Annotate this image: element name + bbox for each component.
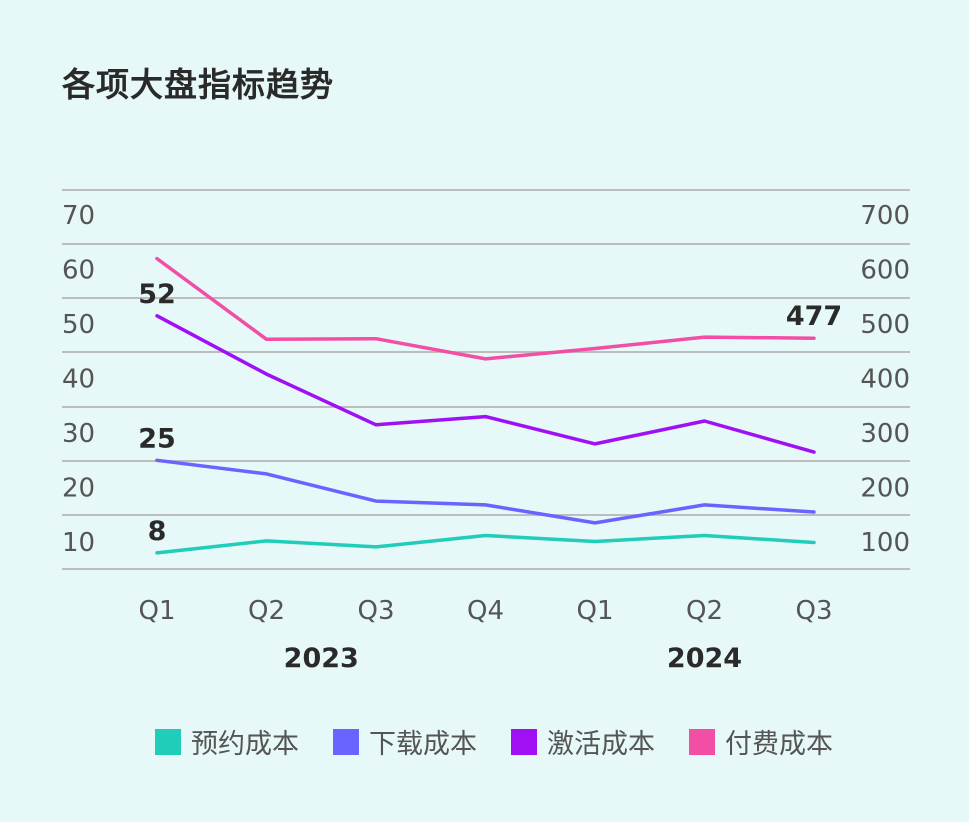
year-group-label: 2023 [284, 643, 359, 674]
left-y-axis: 70 60 50 40 30 20 10 [62, 201, 95, 558]
x-tick-label: Q3 [795, 596, 832, 626]
left-tick-label: 20 [62, 474, 95, 504]
left-tick-label: 60 [62, 256, 95, 286]
legend-item: 激活成本 [511, 722, 655, 761]
right-y-axis: 700 600 500 400 300 200 100 [860, 201, 910, 558]
left-tick-label: 10 [62, 528, 95, 558]
left-tick-label: 50 [62, 310, 95, 340]
legend-item: 下载成本 [333, 722, 477, 761]
legend-item: 付费成本 [689, 722, 833, 761]
x-tick-label: Q2 [686, 596, 723, 626]
legend-swatch [333, 728, 359, 755]
x-tick-label: Q2 [248, 596, 285, 626]
x-tick-label: Q1 [138, 596, 175, 626]
legend-label: 激活成本 [547, 729, 655, 760]
legend-swatch [689, 728, 715, 755]
x-tick-label: Q3 [357, 596, 394, 626]
year-group-label: 2024 [667, 643, 742, 674]
right-tick-label: 700 [860, 201, 910, 231]
right-tick-label: 300 [860, 419, 910, 449]
x-tick-label: Q4 [467, 596, 504, 626]
grid-lines [62, 189, 910, 570]
chart-title: 各项大盘指标趋势 [62, 65, 334, 104]
legend-label: 下载成本 [369, 729, 477, 760]
series-line [155, 533, 816, 555]
legend-item: 预约成本 [155, 722, 299, 761]
legend: 预约成本 下载成本 激活成本 付费成本 [155, 722, 833, 761]
x-tick-label: Q1 [576, 596, 613, 626]
series-line [155, 314, 816, 454]
series-line [155, 256, 816, 361]
data-labels: 8 25 52 477 [138, 279, 842, 547]
data-label: 477 [786, 301, 842, 332]
data-label: 52 [138, 279, 176, 310]
right-tick-label: 500 [860, 310, 910, 340]
legend-swatch [511, 728, 537, 755]
left-tick-label: 70 [62, 201, 95, 231]
legend-label: 付费成本 [725, 729, 833, 760]
right-tick-label: 200 [860, 474, 910, 504]
data-label: 8 [148, 516, 167, 547]
legend-label: 预约成本 [191, 729, 299, 760]
legend-swatch [155, 728, 181, 755]
data-label: 25 [138, 423, 176, 454]
left-tick-label: 30 [62, 419, 95, 449]
x-axis: Q1 Q2 Q3 Q4 Q1 Q2 Q3 2023 2024 [138, 596, 832, 674]
left-tick-label: 40 [62, 365, 95, 395]
series-lines [155, 256, 816, 555]
right-tick-label: 400 [860, 365, 910, 395]
right-tick-label: 100 [860, 528, 910, 558]
right-tick-label: 600 [860, 256, 910, 286]
series-line [155, 458, 816, 525]
